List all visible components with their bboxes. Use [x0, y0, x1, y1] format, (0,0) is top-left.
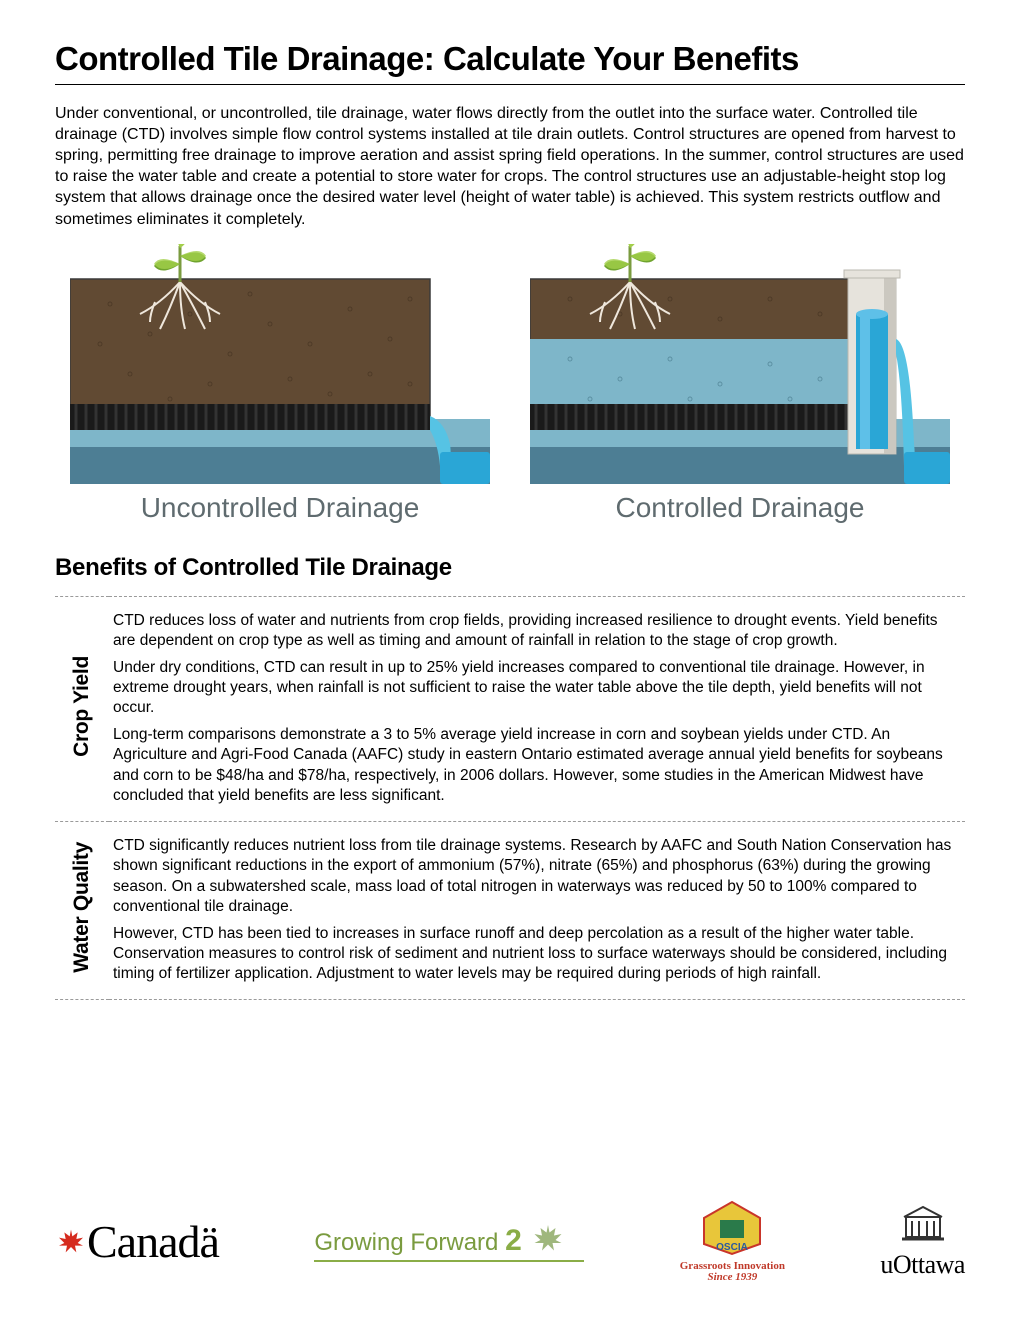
oscia-sub2: Since 1939	[680, 1272, 785, 1284]
title-rule	[55, 84, 965, 85]
svg-text:OSCIA: OSCIA	[717, 1242, 749, 1253]
diagram-row: Uncontrolled Drainage	[55, 244, 965, 524]
leaf-icon	[528, 1222, 568, 1258]
body-paragraph: Long-term comparisons demonstrate a 3 to…	[113, 725, 961, 807]
logo-gf-num: 2	[505, 1224, 522, 1257]
intro-paragraph: Under conventional, or uncontrolled, til…	[55, 103, 965, 230]
table-row: Crop Yield CTD reduces loss of water and…	[55, 596, 965, 821]
body-paragraph: CTD reduces loss of water and nutrients …	[113, 611, 961, 652]
diagram-controlled: Controlled Drainage	[530, 244, 950, 524]
document-page: Controlled Tile Drainage: Calculate Your…	[0, 0, 1020, 1320]
benefits-heading: Benefits of Controlled Tile Drainage	[55, 554, 965, 582]
row-body: CTD significantly reduces nutrient loss …	[109, 821, 965, 999]
logo-canada-text: Canadä	[87, 1216, 219, 1267]
row-label-water-quality: Water Quality	[70, 842, 94, 973]
row-label-cell: Water Quality	[55, 821, 109, 999]
logo-growing-forward: Growing Forward 2	[314, 1222, 584, 1262]
logo-gf-text: Growing Forward	[314, 1229, 498, 1256]
logo-canada: Canadä	[55, 1215, 219, 1268]
body-paragraph: CTD significantly reduces nutrient loss …	[113, 836, 961, 918]
row-label-crop-yield: Crop Yield	[70, 656, 94, 757]
controlled-svg	[530, 244, 950, 484]
row-label-cell: Crop Yield	[55, 596, 109, 821]
body-paragraph: Under dry conditions, CTD can result in …	[113, 658, 961, 719]
table-row: Water Quality CTD significantly reduces …	[55, 821, 965, 999]
benefits-table: Crop Yield CTD reduces loss of water and…	[55, 596, 965, 1000]
maple-leaf-icon	[55, 1227, 87, 1259]
logo-uottawa: uOttawa	[880, 1203, 965, 1280]
body-paragraph: However, CTD has been tied to increases …	[113, 924, 961, 985]
logo-oscia: OSCIA Grassroots Innovation Since 1939	[680, 1200, 785, 1284]
uncontrolled-svg	[70, 244, 490, 484]
diagram-uncontrolled: Uncontrolled Drainage	[70, 244, 490, 524]
row-body: CTD reduces loss of water and nutrients …	[109, 596, 965, 821]
page-title: Controlled Tile Drainage: Calculate Your…	[55, 40, 965, 78]
logo-row: Canadä Growing Forward 2 OSCIA Grassroot…	[55, 1200, 965, 1284]
building-icon	[900, 1203, 946, 1243]
logo-uottawa-text: uOttawa	[880, 1250, 965, 1280]
oscia-icon: OSCIA	[700, 1200, 764, 1256]
diagram-caption-left: Uncontrolled Drainage	[70, 492, 490, 524]
logo-gf-rule	[314, 1260, 584, 1262]
diagram-caption-right: Controlled Drainage	[530, 492, 950, 524]
